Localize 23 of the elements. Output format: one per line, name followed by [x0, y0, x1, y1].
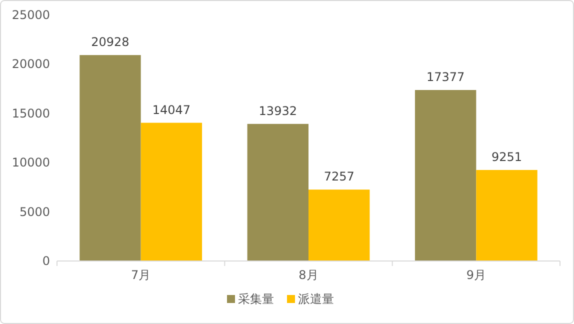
x-tick-label: 7月 — [131, 268, 151, 282]
data-label: 17377 — [426, 70, 465, 84]
y-tick-label: 10000 — [12, 156, 50, 170]
y-tick-label: 0 — [42, 254, 50, 268]
legend-label: 派遣量 — [298, 292, 334, 306]
y-tick-label: 5000 — [19, 204, 50, 219]
bar — [247, 124, 308, 261]
bar — [308, 190, 370, 261]
bar — [476, 170, 538, 261]
y-tick-label: 25000 — [12, 8, 50, 22]
x-tick-label: 9月 — [466, 268, 486, 282]
data-label: 14047 — [152, 102, 191, 117]
bar — [140, 122, 202, 261]
y-tick-label: 15000 — [12, 106, 50, 120]
bar — [414, 90, 476, 261]
legend-label: 采集量 — [238, 292, 274, 306]
bar — [80, 55, 141, 261]
data-label: 20928 — [91, 35, 130, 50]
data-label: 7257 — [324, 170, 354, 184]
x-tick-label: 8月 — [298, 268, 318, 282]
y-tick-label: 20000 — [12, 57, 50, 72]
data-label: 13932 — [258, 104, 297, 118]
data-label: 9251 — [491, 150, 522, 164]
